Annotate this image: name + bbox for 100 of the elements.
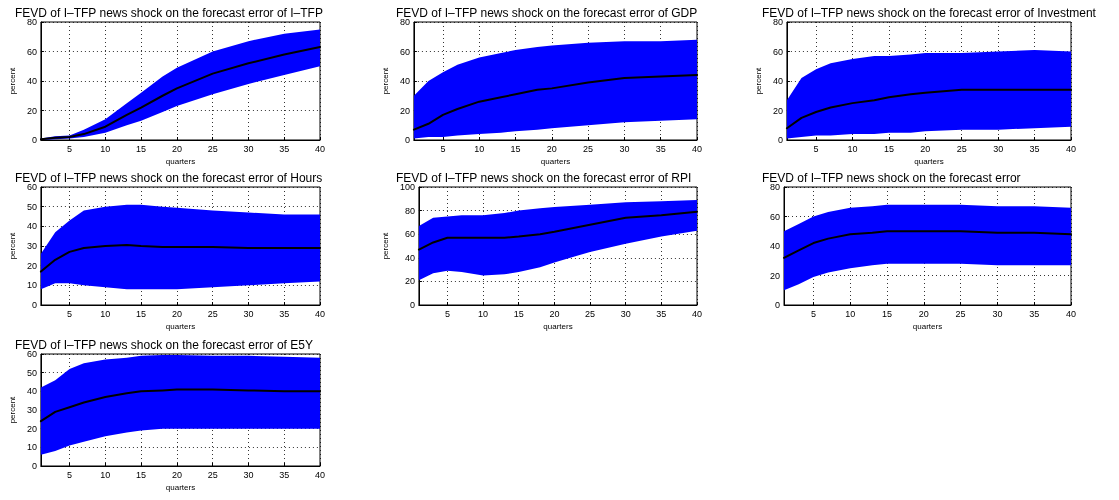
x-tick-label: 5 <box>444 308 450 319</box>
x-tick-label: 5 <box>67 143 73 154</box>
x-tick-label: 40 <box>314 469 326 480</box>
y-tick-label: 40 <box>26 76 37 86</box>
x-tick-label: 35 <box>279 469 290 480</box>
y-axis-title: percent <box>7 231 17 260</box>
x-tick-label: 10 <box>478 308 489 319</box>
x-tick-label: 40 <box>691 308 703 319</box>
y-tick-label: 0 <box>31 135 37 145</box>
y-tick-label: 20 <box>26 423 37 434</box>
x-tick-label: 20 <box>549 308 560 319</box>
y-tick-label: 60 <box>399 46 410 57</box>
y-axis-title: percent <box>380 231 390 260</box>
x-axis-title: quarters <box>543 322 573 332</box>
x-tick-label: 10 <box>847 143 858 154</box>
x-tick-label: 20 <box>546 143 557 154</box>
y-tick-label: 0 <box>409 300 415 310</box>
y-tick-label: 60 <box>404 229 415 240</box>
x-tick-label: 20 <box>918 308 929 319</box>
y-tick-label: 0 <box>404 135 410 145</box>
x-tick-label: 10 <box>100 308 111 319</box>
y-tick-label: 20 <box>26 105 37 116</box>
y-tick-label: 0 <box>777 135 783 145</box>
x-axis-title: quarters <box>912 322 943 332</box>
x-tick-label: 40 <box>314 143 326 154</box>
x-axis-title: quarters <box>165 322 196 332</box>
x-tick-label: 15 <box>136 469 147 480</box>
y-tick-label: 20 <box>399 105 410 116</box>
x-tick-label: 40 <box>691 143 703 154</box>
y-tick-label: 40 <box>404 252 415 263</box>
x-tick-label: 35 <box>279 308 290 319</box>
x-tick-label: 5 <box>440 143 446 154</box>
x-tick-label: 25 <box>207 308 218 319</box>
y-axis-title: percent <box>753 66 763 95</box>
x-tick-label: 40 <box>1065 308 1077 319</box>
x-tick-label: 5 <box>813 143 819 154</box>
y-tick-label: 20 <box>26 260 37 271</box>
chart-title: FEVD of I–TFP news shock on the forecast error of GDP <box>396 6 698 20</box>
y-tick-label: 80 <box>26 17 37 27</box>
x-tick-label: 30 <box>243 308 254 319</box>
chart-title: FEVD of I–TFP news shock on the forecast error of I–TFP <box>15 6 323 20</box>
x-tick-label: 20 <box>171 143 182 154</box>
chart-title: FEVD of I–TFP news shock on the forecast error <box>762 171 1021 185</box>
chart-title: FEVD of I–TFP news shock on the forecast error of Hours <box>15 171 323 185</box>
y-tick-label: 20 <box>772 105 783 116</box>
x-tick-label: 25 <box>207 469 218 480</box>
x-tick-label: 10 <box>845 308 856 319</box>
x-tick-label: 15 <box>513 308 524 319</box>
x-tick-label: 15 <box>883 143 894 154</box>
y-tick-label: 40 <box>769 241 780 251</box>
x-tick-label: 10 <box>100 143 111 154</box>
x-tick-label: 15 <box>136 143 147 154</box>
x-axis-title: quarters <box>540 157 571 167</box>
x-tick-label: 25 <box>956 143 967 154</box>
x-tick-label: 10 <box>474 143 485 154</box>
x-tick-label: 25 <box>207 143 218 154</box>
x-axis-title: quarters <box>165 483 196 493</box>
x-tick-label: 30 <box>993 143 1004 154</box>
x-tick-label: 15 <box>136 308 147 319</box>
y-tick-label: 80 <box>399 17 410 27</box>
y-tick-label: 0 <box>31 461 37 471</box>
y-tick-label: 40 <box>26 221 37 232</box>
y-axis-title: percent <box>7 66 17 95</box>
y-tick-label: 40 <box>399 76 410 86</box>
x-tick-label: 5 <box>67 469 73 480</box>
y-tick-label: 20 <box>404 276 415 287</box>
x-tick-label: 30 <box>619 143 630 154</box>
x-tick-label: 30 <box>243 469 254 480</box>
y-tick-label: 30 <box>26 405 37 415</box>
y-tick-label: 80 <box>769 182 780 192</box>
y-tick-label: 100 <box>399 182 415 192</box>
y-tick-label: 60 <box>26 182 37 192</box>
y-tick-label: 0 <box>774 300 780 310</box>
x-tick-label: 40 <box>314 308 326 319</box>
x-tick-label: 35 <box>1029 143 1040 154</box>
x-tick-label: 30 <box>992 308 1003 319</box>
x-tick-label: 5 <box>810 308 816 319</box>
x-tick-label: 15 <box>882 308 893 319</box>
y-tick-label: 20 <box>769 270 780 281</box>
y-axis-title: percent <box>7 395 17 424</box>
x-tick-label: 20 <box>171 469 182 480</box>
x-tick-label: 35 <box>279 143 290 154</box>
x-axis-title: quarters <box>165 157 196 167</box>
x-tick-label: 10 <box>100 469 111 480</box>
y-tick-label: 60 <box>769 211 780 222</box>
y-tick-label: 10 <box>26 442 37 453</box>
x-tick-label: 25 <box>955 308 966 319</box>
x-tick-label: 35 <box>1029 308 1040 319</box>
y-tick-label: 0 <box>31 300 37 310</box>
chart-title: FEVD of I–TFP news shock on the forecast error of RPI <box>396 171 692 185</box>
y-tick-label: 40 <box>772 76 783 86</box>
y-tick-label: 50 <box>26 367 37 378</box>
x-tick-label: 35 <box>655 143 666 154</box>
y-tick-label: 60 <box>772 46 783 57</box>
y-tick-label: 80 <box>404 205 415 216</box>
y-tick-label: 30 <box>26 241 37 251</box>
chart-title: FEVD of I–TFP news shock on the forecast error of Investment <box>762 6 1097 20</box>
x-tick-label: 5 <box>67 308 73 319</box>
chart-title: FEVD of I–TFP news shock on the forecast error of E5Y <box>15 338 313 352</box>
x-tick-label: 15 <box>510 143 521 154</box>
